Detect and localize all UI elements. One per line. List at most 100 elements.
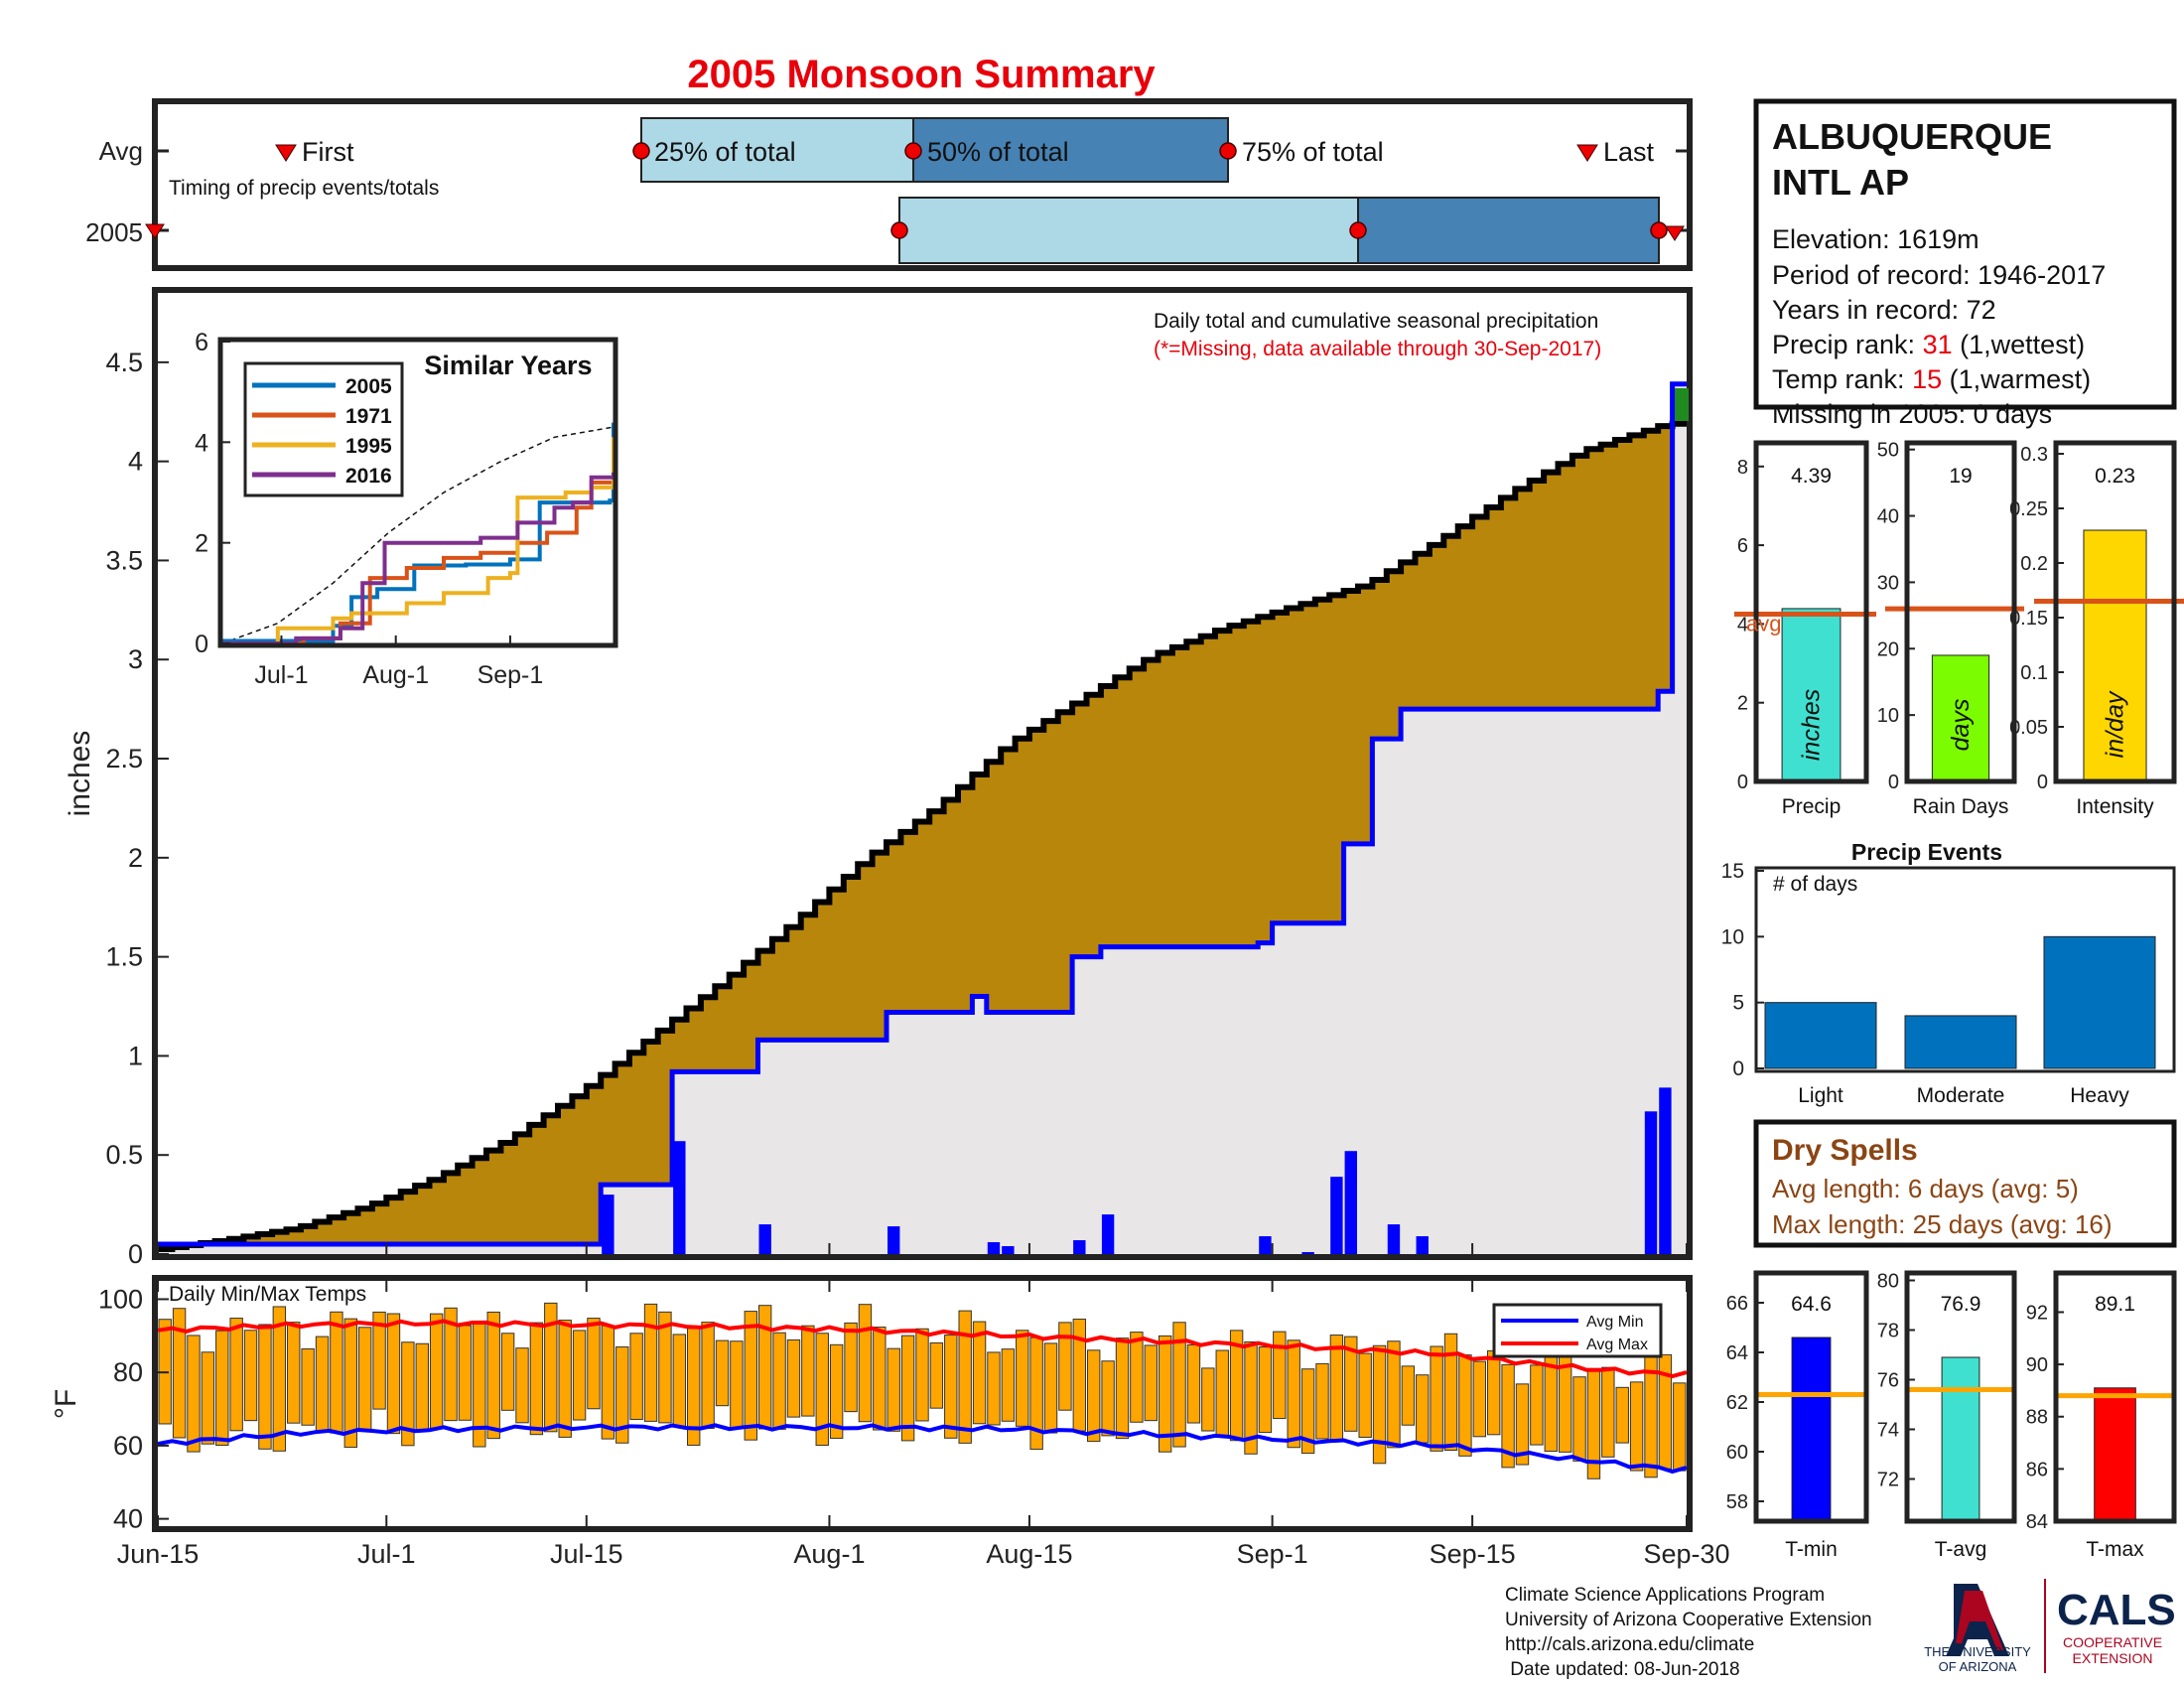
dry-spells-box: Dry Spells Avg length: 6 days (avg: 5) M… bbox=[1753, 1119, 2177, 1248]
daily-temp-bar bbox=[757, 1305, 772, 1430]
main-ytick-label: 4.5 bbox=[105, 348, 143, 377]
temp-stat-ytick-label: 60 bbox=[1726, 1442, 1748, 1464]
main-xtick-label: Aug-1 bbox=[793, 1539, 865, 1569]
temp-stat-ytick-label: 86 bbox=[2026, 1459, 2048, 1480]
daily-temp-bar bbox=[1358, 1352, 1372, 1438]
daily-temp-bar bbox=[1501, 1363, 1515, 1469]
timing-p25-label: 25% of total bbox=[654, 137, 796, 167]
event-bar-light bbox=[1764, 1002, 1877, 1069]
daily-temp-bar bbox=[529, 1322, 544, 1436]
rain-days-bar bbox=[1931, 654, 1990, 782]
station-missing: Missing in 2005: 0 days bbox=[1772, 399, 2052, 429]
daily-temp-bar bbox=[1258, 1346, 1273, 1434]
daily-temp-bar bbox=[958, 1310, 972, 1444]
timing-row-avg-label: Avg bbox=[99, 136, 143, 166]
stat-value-label: 0.23 bbox=[2095, 465, 2135, 488]
timing-p50-label: 50% of total bbox=[927, 137, 1069, 167]
daily-temp-bar bbox=[815, 1333, 829, 1447]
main-ylabel: inches bbox=[64, 731, 96, 817]
last-day-marker bbox=[1675, 388, 1689, 421]
daily-temp-bar bbox=[1186, 1343, 1201, 1424]
inset-legend: 2005 1971 1995 2016 bbox=[252, 375, 392, 488]
inset-ytick-label: 6 bbox=[195, 329, 208, 356]
temp-stat-ytick-label: 72 bbox=[1877, 1470, 1899, 1491]
stat-ytick-label: 8 bbox=[1737, 457, 1748, 479]
daily-precip-bar bbox=[1330, 1177, 1343, 1254]
timing-first-avg-marker bbox=[275, 144, 297, 162]
main-ytick-label: 4 bbox=[128, 447, 143, 477]
temp-stat-frame bbox=[1904, 1270, 2017, 1524]
temp-stat-frame bbox=[1753, 1270, 1869, 1524]
stat-panel-frame bbox=[1904, 440, 2017, 784]
main-ytick-label: 1.5 bbox=[105, 942, 143, 972]
daily-temp-bar bbox=[1615, 1386, 1629, 1444]
daily-temp-bar bbox=[1130, 1332, 1144, 1423]
events-frame bbox=[1754, 866, 2176, 1073]
temp-stat-ytick-label: 62 bbox=[1726, 1392, 1748, 1414]
daily-temp-bar bbox=[1287, 1339, 1300, 1449]
dry-spells-max: Max length: 25 days (avg: 16) bbox=[1772, 1209, 2113, 1239]
daily-temp-bar bbox=[444, 1307, 458, 1422]
legend-avg-max-label: Avg Max bbox=[1586, 1336, 1648, 1353]
inset-legend-label: 1995 bbox=[345, 435, 392, 458]
daily-temp-bar bbox=[844, 1322, 858, 1413]
daily-temp-bar bbox=[429, 1313, 444, 1429]
temp-plot-frame bbox=[152, 1275, 1693, 1532]
inset-xtick-label: Jul-1 bbox=[254, 661, 308, 689]
stat-ytick-label: 40 bbox=[1877, 506, 1899, 528]
daily-temp-bar bbox=[243, 1330, 258, 1422]
temp-stat-ytick-label: 92 bbox=[2026, 1302, 2048, 1324]
inset-legend-label: 1971 bbox=[345, 405, 392, 428]
avg-cumulative-line bbox=[158, 420, 1687, 1252]
station-years: Years in record: 72 bbox=[1772, 295, 1996, 325]
footer-line3: http://cals.arizona.edu/climate bbox=[1505, 1634, 1754, 1655]
daily-temp-bar bbox=[572, 1330, 587, 1421]
daily-temp-bar bbox=[1401, 1365, 1416, 1426]
station-elevation: Elevation: 1619m bbox=[1772, 224, 1979, 254]
cals-logo-line2: EXTENSION bbox=[2073, 1650, 2153, 1666]
daily-temp-bar bbox=[1300, 1368, 1315, 1455]
timing-band-2005-light bbox=[898, 197, 1359, 264]
main-ytick-label: 2.5 bbox=[105, 744, 143, 774]
daily-temp-bar bbox=[1443, 1333, 1458, 1451]
daily-temp-bar bbox=[229, 1318, 243, 1432]
stat-ytick-label: 0 bbox=[1737, 772, 1748, 793]
daily-temp-bar bbox=[915, 1328, 929, 1422]
temp-ytick-label: 60 bbox=[113, 1431, 143, 1461]
cumulative-fills bbox=[158, 383, 1687, 1254]
intensity-bar bbox=[2083, 529, 2147, 782]
daily-temp-bar bbox=[1001, 1348, 1016, 1422]
year-cumulative-fill bbox=[158, 383, 1687, 1254]
daily-precip-bar bbox=[1659, 1087, 1672, 1254]
daily-temp-bar bbox=[287, 1322, 301, 1424]
avg-temp-curves bbox=[157, 1319, 1688, 1475]
main-ytick-label: 3 bbox=[128, 644, 143, 674]
temp-ytick-label: 40 bbox=[113, 1504, 143, 1534]
inset-legend-label: 2016 bbox=[345, 465, 392, 488]
temp-rank-note: (1,warmest) bbox=[1942, 364, 2091, 394]
station-frame bbox=[1753, 98, 2177, 410]
timing-p75-label: 75% of total bbox=[1242, 137, 1384, 167]
stat-ytick-label: 0.3 bbox=[2020, 444, 2048, 466]
temp-ytick-label: 80 bbox=[113, 1357, 143, 1387]
timing-panel: Avg 2005 Timing of precip events/totals … bbox=[85, 98, 1693, 271]
temp-stat-ytick-label: 84 bbox=[2026, 1511, 2048, 1533]
avg-min-curve bbox=[157, 1423, 1688, 1475]
daily-temp-bar bbox=[1558, 1355, 1572, 1453]
main-note-line1: Daily total and cumulative seasonal prec… bbox=[1154, 310, 1598, 333]
daily-temp-bar bbox=[258, 1324, 272, 1450]
timing-p75-avg-marker bbox=[1219, 142, 1237, 160]
daily-temp-bar bbox=[386, 1313, 401, 1435]
daily-temp-bar bbox=[744, 1311, 757, 1441]
daily-temp-bar bbox=[1387, 1340, 1401, 1449]
inset-ytick-label: 4 bbox=[195, 429, 208, 457]
timing-p50-avg-marker bbox=[904, 142, 922, 160]
daily-temp-bar bbox=[873, 1327, 887, 1431]
cals-logo-text: CALS bbox=[2057, 1586, 2176, 1634]
temp-stat-ytick-label: 58 bbox=[1726, 1491, 1748, 1513]
daily-temp-bar bbox=[1273, 1331, 1287, 1420]
events-category-label: Light bbox=[1798, 1084, 1843, 1107]
events-axes: 0 5 10 15 Light Moderate Heavy bbox=[1721, 860, 2130, 1107]
daily-temp-bar bbox=[315, 1336, 330, 1433]
daily-precip-bar bbox=[1259, 1236, 1272, 1254]
